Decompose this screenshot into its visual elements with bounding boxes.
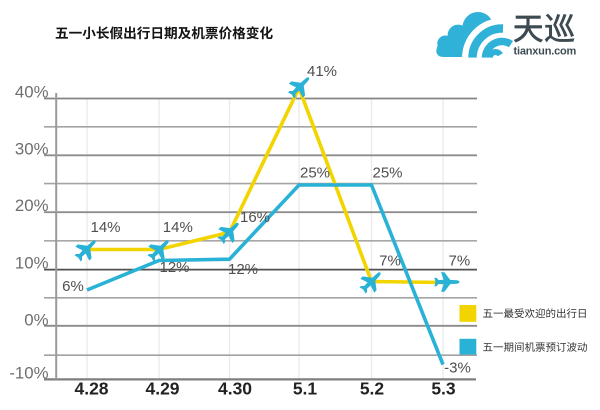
svg-text:16%: 16% [240,209,270,226]
svg-text:4.28: 4.28 [74,379,108,399]
svg-text:25%: 25% [372,165,402,182]
svg-text:30%: 30% [15,139,49,158]
svg-text:12%: 12% [159,259,189,276]
svg-text:7%: 7% [379,253,401,270]
svg-text:10%: 10% [15,254,49,273]
svg-text:7%: 7% [449,253,471,270]
svg-text:25%: 25% [300,165,330,182]
svg-text:41%: 41% [307,63,337,80]
svg-text:40%: 40% [15,83,49,102]
svg-text:20%: 20% [15,196,49,215]
svg-text:12%: 12% [228,261,258,278]
svg-text:4.29: 4.29 [145,379,179,399]
svg-text:6%: 6% [62,278,84,295]
svg-text:5.3: 5.3 [431,379,456,399]
svg-text:0%: 0% [24,310,48,329]
svg-text:4.30: 4.30 [218,379,252,399]
svg-text:-3%: -3% [444,360,471,377]
svg-text:-10%: -10% [9,363,48,382]
svg-text:14%: 14% [90,219,120,236]
svg-text:14%: 14% [163,219,193,236]
svg-text:tianxun.com: tianxun.com [514,46,577,58]
svg-text:5.1: 5.1 [293,379,318,399]
svg-text:5.2: 5.2 [360,379,385,399]
